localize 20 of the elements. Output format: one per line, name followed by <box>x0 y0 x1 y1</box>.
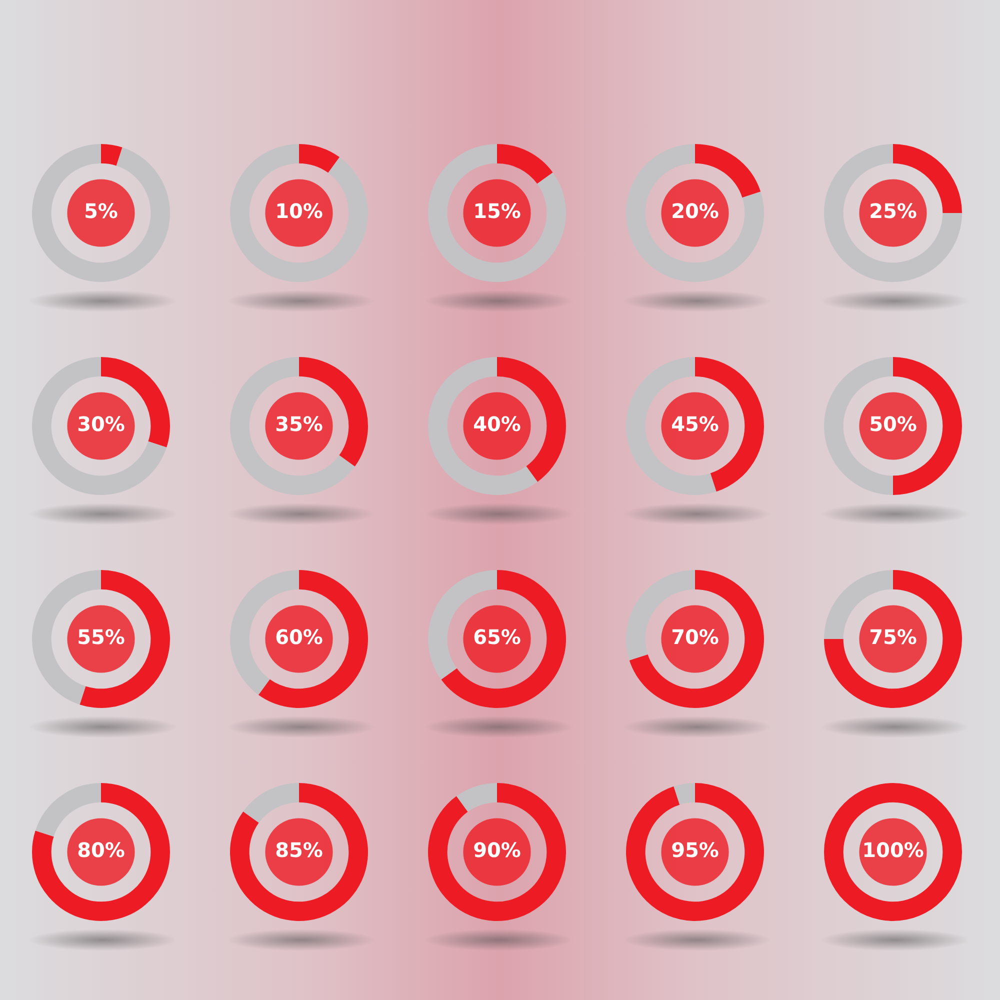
text: 50% <box>869 412 917 436</box>
text: 10% <box>275 199 323 224</box>
text: 65% <box>473 625 521 650</box>
text: 30% <box>77 412 125 436</box>
text: 70% <box>671 625 719 650</box>
text: 85% <box>275 838 323 862</box>
text: 40% <box>473 412 521 436</box>
text: 20% <box>671 199 719 224</box>
text: 25% <box>869 199 917 224</box>
text: 100% <box>862 838 924 862</box>
text: 15% <box>473 199 521 224</box>
text: 60% <box>275 625 323 650</box>
text: 5% <box>84 199 118 224</box>
text: 95% <box>671 838 719 862</box>
text: 80% <box>77 838 125 862</box>
text: 75% <box>869 625 917 650</box>
text: 35% <box>275 412 323 436</box>
text: 55% <box>77 625 125 650</box>
text: 90% <box>473 838 521 862</box>
text: 45% <box>671 412 719 436</box>
